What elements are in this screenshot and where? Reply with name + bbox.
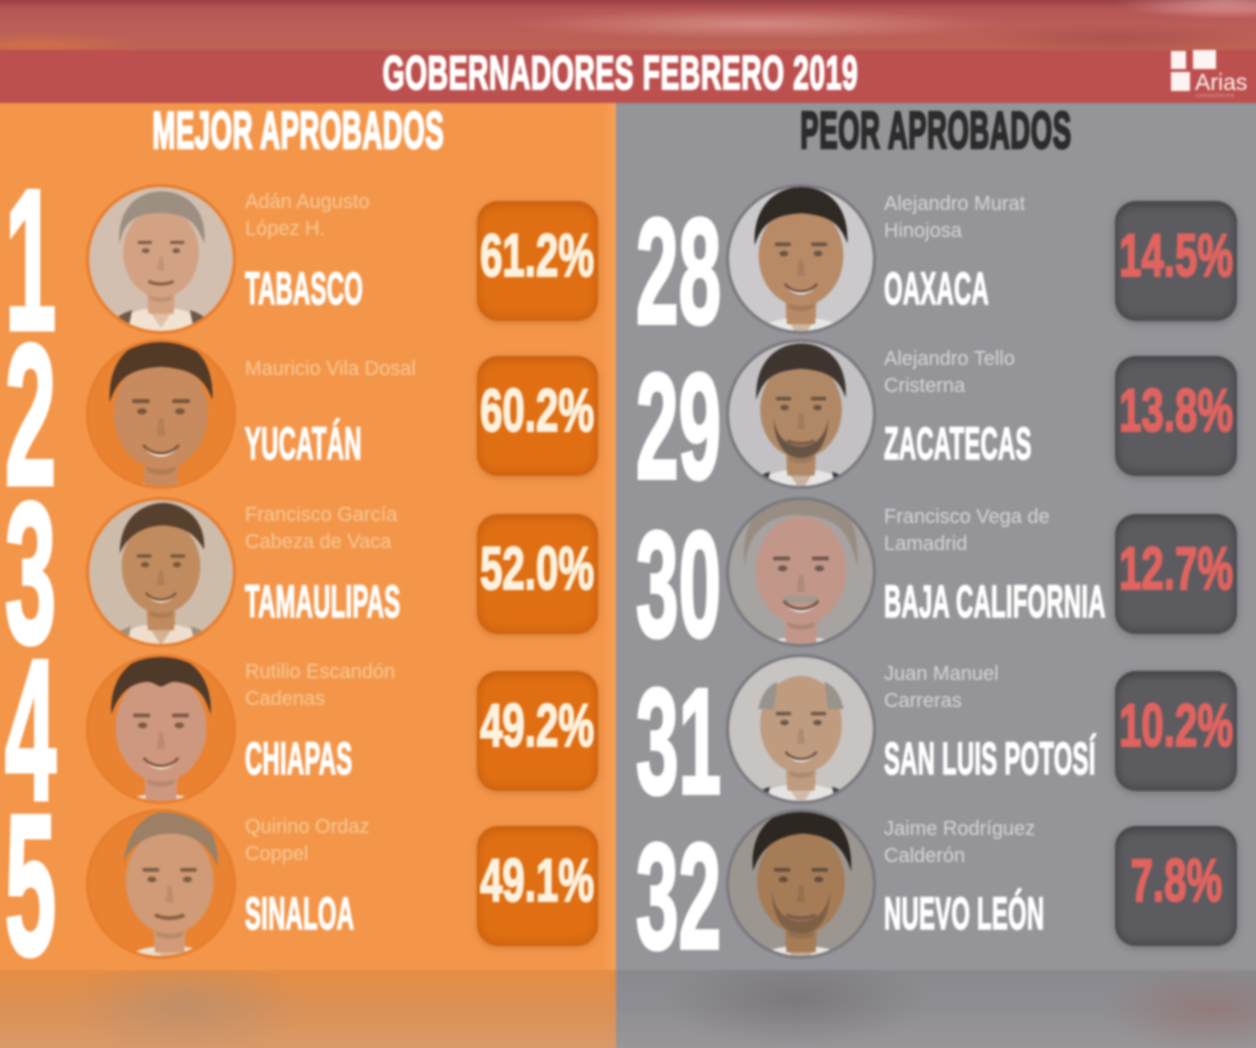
svg-text:Arias: Arias (1195, 69, 1247, 95)
svg-text:consultores: consultores (1196, 93, 1235, 99)
